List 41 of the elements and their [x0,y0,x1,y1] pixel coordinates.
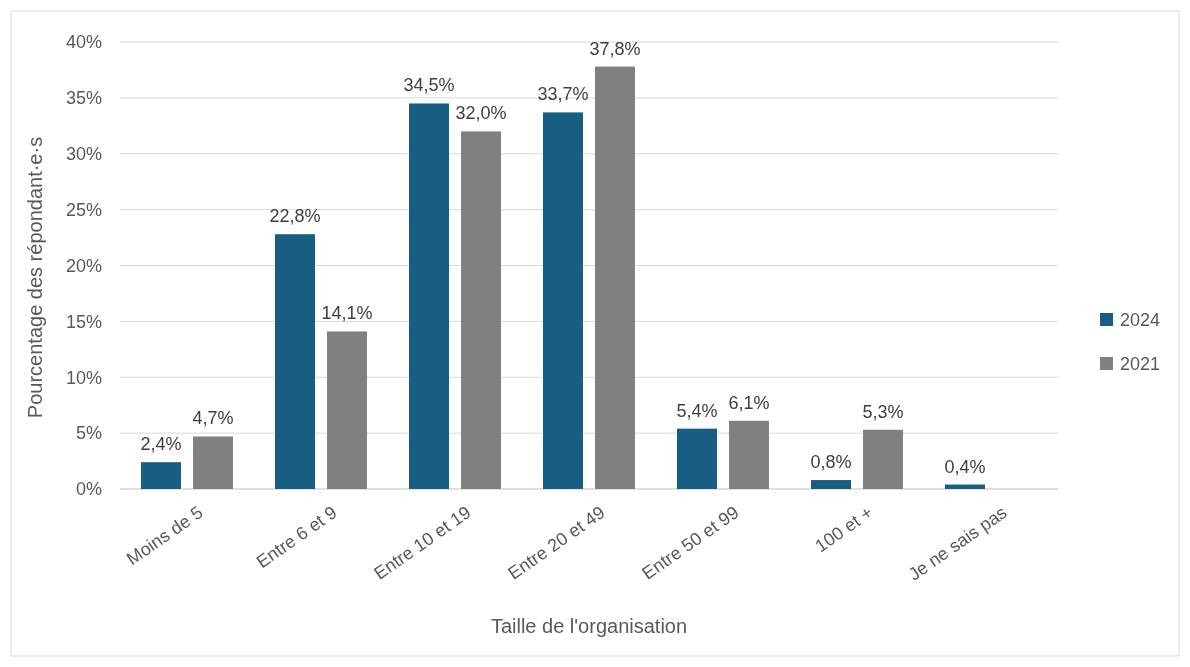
y-tick-label: 20% [65,255,102,276]
bar [461,131,501,489]
data-label: 0,8% [810,452,852,473]
bar [327,331,367,489]
data-label: 34,5% [403,75,455,96]
y-axis-title: Pourcentage des répondant·e·s [24,136,46,419]
data-label: 4,7% [192,408,234,429]
x-tick-label: 100 et + [811,502,877,557]
bar [811,480,851,489]
legend-label: 2021 [1120,354,1161,375]
data-label: 32,0% [455,103,507,124]
y-tick-label: 30% [65,144,102,165]
legend-label: 2024 [1120,310,1161,331]
y-tick-label: 5% [75,423,102,444]
data-label: 0,4% [944,456,986,477]
bar [543,112,583,489]
data-label: 22,8% [269,206,321,227]
bar [141,462,181,489]
bar [275,234,315,489]
x-tick-label: Entre 6 et 9 [252,502,341,572]
data-label: 2,4% [140,434,182,455]
bar [193,436,233,489]
data-label: 5,4% [676,400,718,421]
data-label: 5,3% [862,401,904,422]
bar [863,429,903,489]
y-tick-label: 40% [65,32,102,53]
bar [595,66,635,489]
y-tick-label: 0% [75,479,102,500]
data-label: 14,1% [321,303,373,324]
bar [409,103,449,489]
y-tick-label: 15% [65,311,102,332]
data-label: 6,1% [728,392,770,413]
y-tick-label: 35% [65,88,102,109]
x-axis-title: Taille de l'organisation [490,615,688,637]
bar [677,428,717,489]
y-tick-label: 10% [65,367,102,388]
x-tick-label: Je ne sais pas [904,502,1011,585]
bar [729,420,769,489]
data-label: 33,7% [537,84,589,105]
data-label: 37,8% [589,38,641,59]
y-tick-label: 25% [65,199,102,220]
